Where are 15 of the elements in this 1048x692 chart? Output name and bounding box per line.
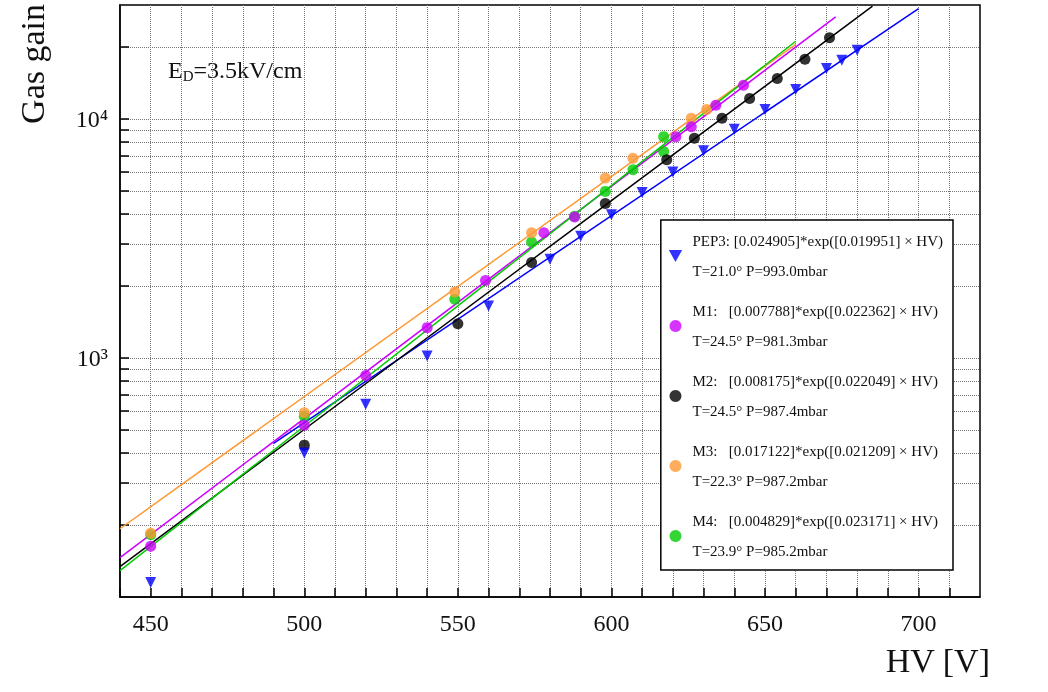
- y-tick-label: 10³: [76, 345, 108, 372]
- y-tick-label: 10⁴: [75, 106, 108, 133]
- legend-label: M1: [0.007788]*exp([0.022362] × HV) T=24.5° P=981.3mbar: [692, 303, 938, 349]
- x-axis-title: HV [V]: [885, 641, 990, 679]
- legend-label: M4: [0.004829]*exp([0.023171] × HV) T=23.9° P=985.2mbar: [692, 513, 938, 559]
- x-tick-label: 600: [593, 610, 630, 636]
- x-tick-label: 550: [439, 610, 476, 636]
- y-axis-title: Gas gain: [13, 4, 51, 124]
- x-tick-label: 500: [286, 610, 323, 636]
- x-tick-label: 700: [900, 610, 937, 636]
- legend-label: PEP3: [0.024905]*exp([0.019951] × HV) T=21.0° P=993.0mbar: [692, 233, 944, 279]
- x-tick-label: 650: [747, 610, 783, 636]
- legend-label: M2: [0.008175]*exp([0.022049] × HV) T=24.5° P=987.4mbar: [692, 373, 938, 419]
- x-tick-label: 450: [132, 610, 169, 636]
- legend-label: M3: [0.017122]*exp([0.021209] × HV) T=22.3° P=987.2mbar: [692, 443, 938, 489]
